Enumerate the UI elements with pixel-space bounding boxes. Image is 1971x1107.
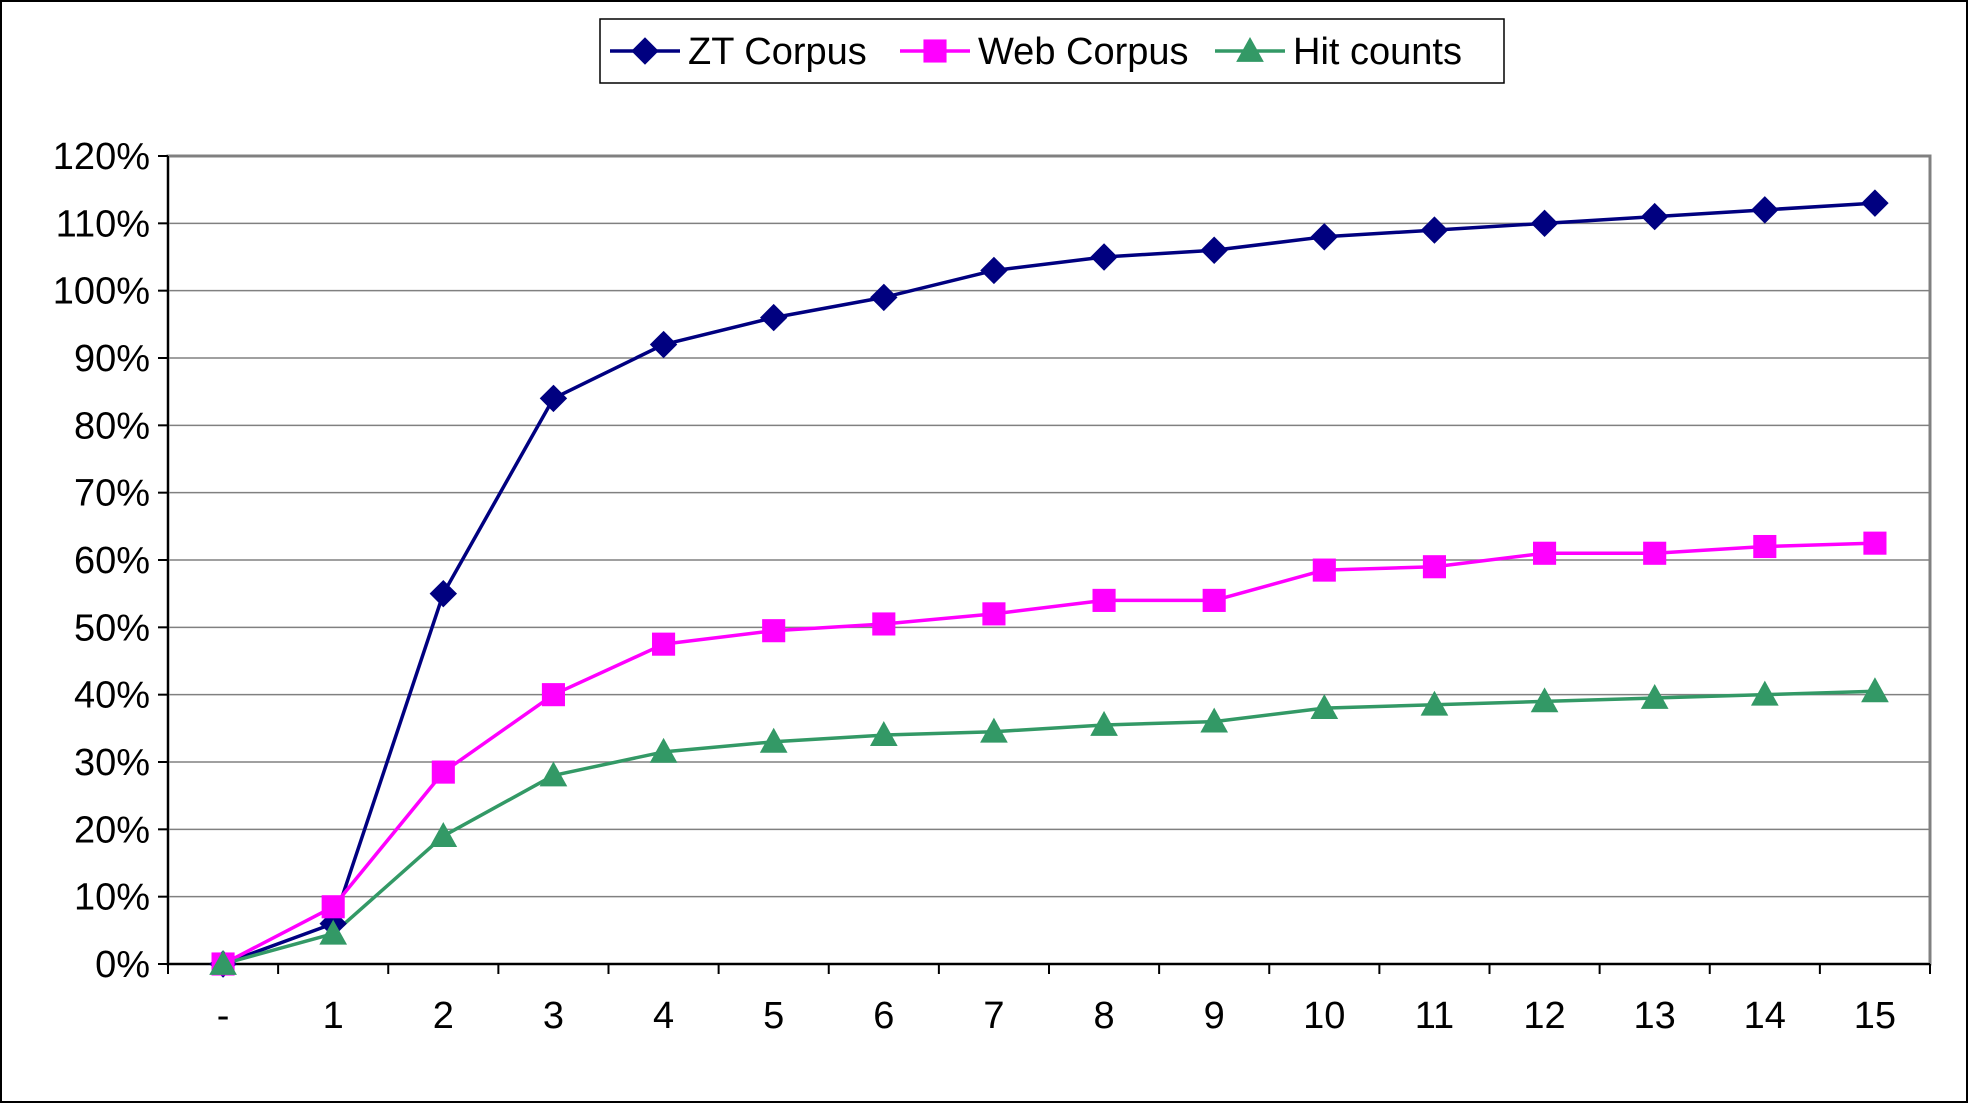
data-point-zt-corpus	[1090, 243, 1118, 271]
y-tick-label: 120%	[53, 136, 150, 178]
legend-marker	[923, 39, 947, 63]
data-point-zt-corpus	[1861, 189, 1889, 217]
data-point-hit-counts	[319, 919, 348, 945]
data-point-web-corpus	[872, 612, 896, 636]
data-point-zt-corpus	[980, 256, 1008, 285]
x-tick-label: 13	[1634, 995, 1676, 1037]
data-point-zt-corpus	[1200, 236, 1228, 264]
x-tick-label: 4	[653, 995, 674, 1037]
y-tick-label: 40%	[74, 675, 150, 717]
data-point-web-corpus	[1643, 541, 1667, 565]
x-tick-label: 3	[543, 995, 564, 1037]
data-point-hit-counts	[1420, 690, 1449, 716]
data-point-web-corpus	[762, 619, 786, 643]
plot-area: 0% 10% 20% 30% 40% 50% 60% 70% 80% 90% 100% 110% 120…	[53, 136, 1932, 1037]
data-point-zt-corpus	[1530, 209, 1559, 238]
data-point-web-corpus	[1092, 588, 1116, 612]
data-point-hit-counts	[209, 949, 237, 975]
data-point-web-corpus	[1533, 541, 1557, 565]
data-point-hit-counts	[1310, 694, 1339, 720]
data-point-web-corpus	[1312, 558, 1336, 582]
x-tick-label: 6	[873, 995, 894, 1037]
y-tick-label: 10%	[74, 877, 150, 919]
y-tick-label: 30%	[74, 742, 150, 784]
data-point-zt-corpus	[1640, 202, 1669, 231]
data-point-web-corpus	[982, 602, 1006, 626]
data-point-web-corpus	[321, 895, 345, 919]
data-point-zt-corpus	[1420, 216, 1449, 244]
legend-marker	[1236, 36, 1264, 62]
y-tick-label: 80%	[74, 405, 150, 447]
legend-label: ZT Corpus	[688, 31, 867, 73]
data-point-hit-counts	[980, 717, 1008, 743]
data-point-zt-corpus	[1310, 223, 1339, 251]
data-point-hit-counts	[869, 721, 898, 746]
y-tick-label: 70%	[74, 473, 150, 515]
y-tick-label: 90%	[74, 338, 150, 380]
data-point-zt-corpus	[759, 303, 788, 332]
legend-item-zt-corpus: ZT Corpus	[610, 31, 867, 73]
x-tick-label: 8	[1093, 995, 1114, 1037]
y-tick-label: 20%	[74, 809, 150, 851]
x-tick-label: 5	[763, 995, 784, 1037]
legend-item-hit-counts: Hit counts	[1215, 31, 1462, 73]
data-point-hit-counts	[429, 822, 458, 847]
y-tick-label: 110%	[56, 203, 150, 245]
legend-label: Hit counts	[1293, 31, 1462, 73]
legend-marker	[631, 37, 659, 65]
y-tick-label: 100%	[53, 271, 150, 313]
data-point-zt-corpus	[1751, 196, 1779, 224]
data-point-web-corpus	[652, 632, 676, 656]
series-line-zt-corpus	[222, 201, 1876, 966]
y-tick-label: 60%	[74, 540, 150, 582]
x-tick-label: 12	[1523, 995, 1565, 1037]
legend-box	[599, 18, 1505, 84]
x-tick-label: 2	[433, 995, 454, 1037]
data-point-web-corpus	[1202, 588, 1226, 612]
y-tick-label: 0%	[95, 944, 150, 986]
series-line-web-corpus	[222, 541, 1875, 966]
x-tick-label: 1	[323, 995, 344, 1037]
data-point-web-corpus	[1422, 555, 1446, 579]
data-point-zt-corpus	[870, 283, 898, 312]
data-point-web-corpus	[431, 760, 455, 784]
data-point-hit-counts	[1200, 707, 1229, 733]
data-point-hit-counts	[649, 737, 678, 763]
legend: ZT Corpus Web Corpus Hit counts	[599, 18, 1505, 84]
data-point-web-corpus	[1863, 531, 1887, 555]
data-point-hit-counts	[1640, 684, 1669, 709]
data-point-hit-counts	[1861, 677, 1889, 703]
y-tick-label: 50%	[74, 607, 150, 649]
data-point-hit-counts	[1090, 710, 1118, 736]
data-point-zt-corpus	[429, 579, 458, 608]
x-tick-label: 7	[983, 995, 1004, 1037]
x-tick-label: 15	[1854, 995, 1896, 1037]
x-tick-label: 11	[1415, 995, 1454, 1037]
data-point-hit-counts	[1530, 687, 1559, 713]
data-point-zt-corpus	[539, 384, 568, 413]
x-tick-label: 14	[1744, 995, 1786, 1037]
x-tick-label: 9	[1204, 995, 1225, 1037]
data-point-web-corpus	[1753, 534, 1777, 559]
x-tick-label: 10	[1303, 995, 1345, 1037]
data-point-zt-corpus	[649, 330, 678, 359]
x-tick-label: -	[217, 995, 230, 1037]
data-point-hit-counts	[539, 761, 568, 787]
data-point-hit-counts	[759, 727, 788, 753]
legend-label: Web Corpus	[978, 31, 1189, 73]
data-point-web-corpus	[541, 683, 565, 707]
data-point-hit-counts	[1750, 680, 1779, 706]
series-line-hit-counts	[222, 689, 1875, 966]
legend-item-web-corpus: Web Corpus	[900, 31, 1189, 73]
